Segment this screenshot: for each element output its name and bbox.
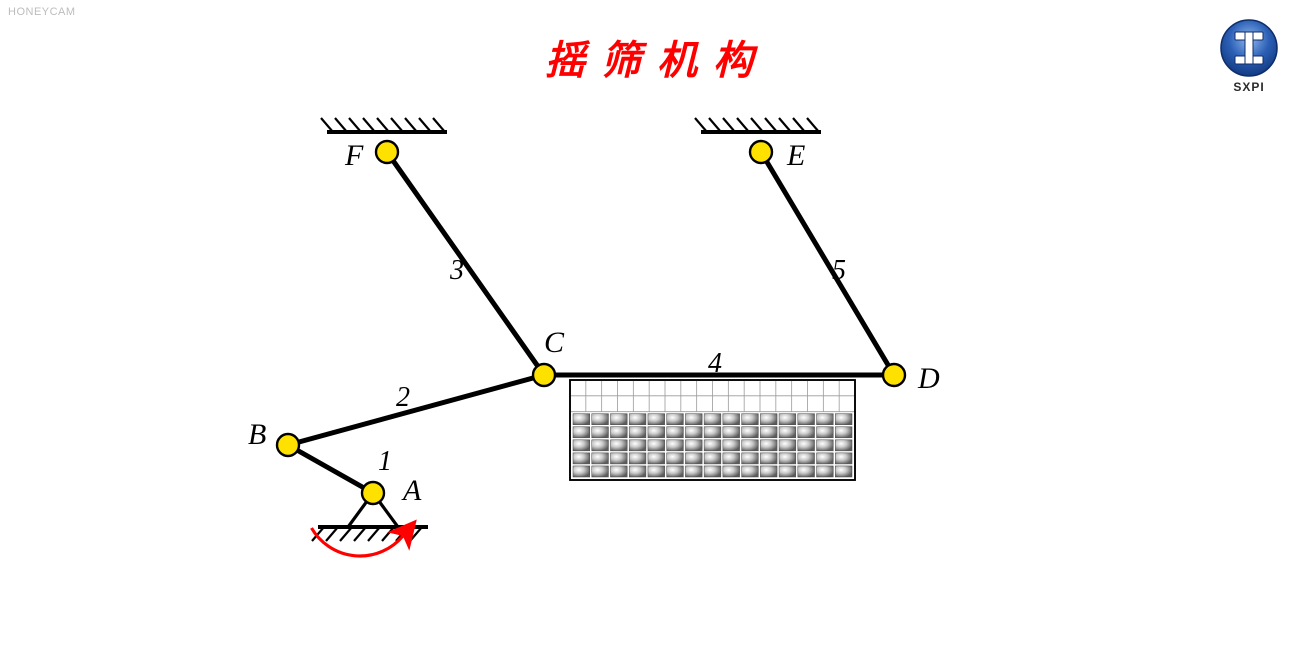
node-label-C: C: [544, 326, 564, 360]
node-label-A: A: [403, 474, 421, 508]
link-label-3: 3: [450, 255, 464, 287]
link-label-1: 1: [378, 446, 392, 478]
node-label-B: B: [248, 418, 266, 452]
canvas: HONEYCAM 摇筛机构 SXPI: [0, 0, 1314, 656]
node-label-F: F: [345, 139, 363, 173]
mechanism-diagram: [0, 0, 1314, 656]
node-label-E: E: [787, 139, 805, 173]
node-label-D: D: [918, 362, 940, 396]
link-label-4: 4: [708, 348, 722, 380]
link-label-2: 2: [396, 382, 410, 414]
link-label-5: 5: [832, 255, 846, 287]
